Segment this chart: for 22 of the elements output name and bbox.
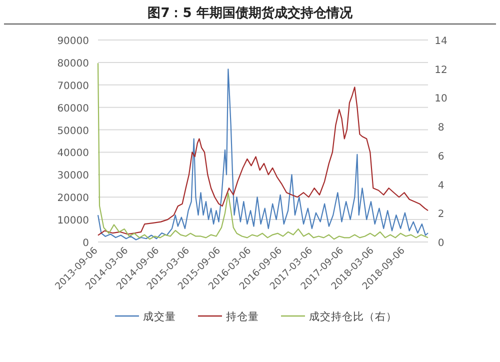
- y2-tick-label: 8: [438, 122, 444, 134]
- y2-tick-label: 6: [438, 151, 444, 162]
- y-tick-label: 40000: [57, 148, 89, 160]
- y2-tick-label: 0: [438, 238, 444, 249]
- y2-tick-label: 10: [434, 94, 448, 105]
- y2-tick-label: 2: [438, 209, 444, 220]
- y2-tick-label: 12: [434, 64, 448, 76]
- legend-label: 成交持仓比（右）: [309, 310, 397, 323]
- chart-title: 图7：5 年期国债期货成交持仓情况: [148, 5, 354, 21]
- y-tick-label: 0: [82, 238, 89, 249]
- y-tick-label: 20000: [57, 193, 89, 204]
- y-tick-label: 10000: [57, 216, 89, 227]
- y-tick-label: 70000: [57, 80, 89, 92]
- y-tick-label: 50000: [57, 126, 89, 137]
- y-tick-label: 80000: [57, 58, 89, 70]
- y-tick-label: 60000: [57, 103, 89, 114]
- y-tick-label: 30000: [57, 170, 89, 182]
- legend-label: 成交量: [143, 310, 176, 323]
- y2-tick-label: 4: [438, 180, 444, 192]
- legend-label: 持仓量: [226, 311, 259, 323]
- y-tick-label: 90000: [57, 36, 89, 47]
- y2-tick-label: 14: [434, 36, 448, 47]
